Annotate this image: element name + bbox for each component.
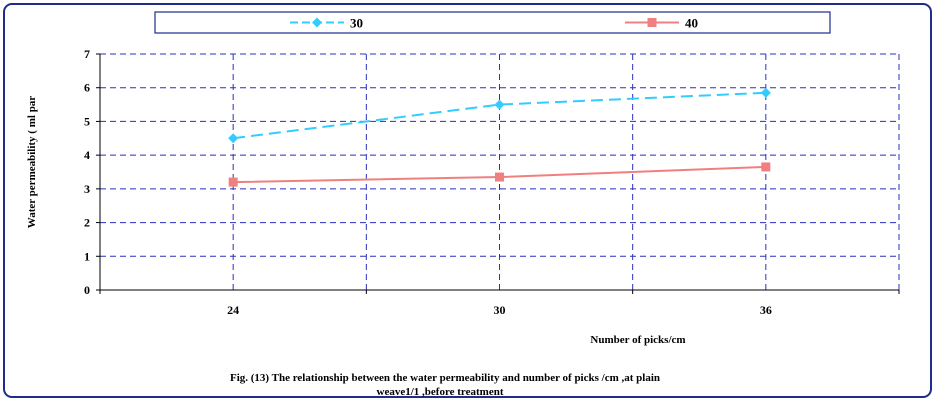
legend-marker-40 [647,18,657,27]
x-tick-label: 36 [760,303,772,317]
data-point-30 [494,99,505,110]
legend-box [154,11,831,34]
y-tick-label: 3 [84,182,90,196]
data-point-40 [761,162,771,172]
legend-item-30: 30 [290,16,363,31]
data-point-30 [228,133,239,144]
figure-caption-line1: Fig. (13) The relationship between the w… [230,372,660,384]
legend-item-40: 40 [625,16,698,31]
y-tick-label: 7 [84,47,90,61]
data-point-40 [495,172,504,182]
y-tick-label: 6 [84,81,90,95]
figure-caption-line2: weave1/1 ,before treatment [377,386,504,398]
series-30 [228,87,771,144]
y-axis-title: Water permeability ( ml par [26,96,38,228]
data-point-40 [228,177,238,187]
legend-label-30: 30 [350,16,363,31]
x-tick-label: 24 [227,303,239,317]
y-tick-label: 4 [84,148,90,162]
x-axis-title: Number of picks/cm [590,334,685,346]
y-tick-label: 5 [84,114,90,128]
x-tick-label: 30 [494,303,506,317]
legend: 30 40 [154,11,831,34]
data-point-30 [760,87,771,98]
series-40 [228,162,771,187]
y-tick-label: 0 [84,283,90,297]
y-tick-label: 1 [84,249,90,263]
legend-label-40: 40 [685,16,698,31]
y-tick-label: 2 [84,216,90,230]
legend-marker-30 [312,17,322,28]
